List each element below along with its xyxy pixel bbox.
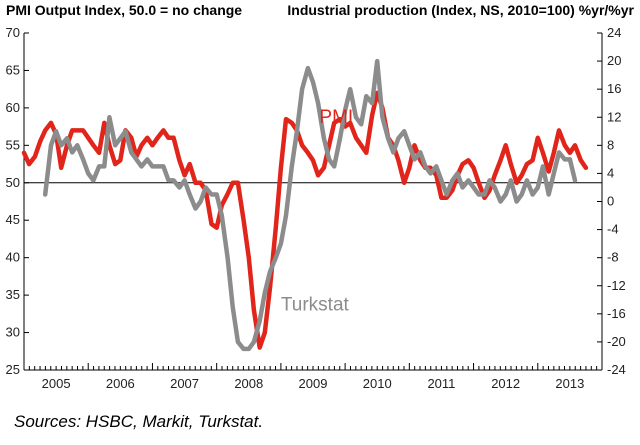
left-tick-label: 45 bbox=[6, 212, 20, 227]
x-tick-label: 2013 bbox=[555, 376, 584, 391]
right-tick-label: -12 bbox=[607, 278, 626, 293]
left-tick-label: 60 bbox=[6, 100, 20, 115]
left-tick-label: 55 bbox=[6, 137, 20, 152]
left-tick-label: 30 bbox=[6, 325, 20, 340]
right-axis-title: Industrial production (Index, NS, 2010=1… bbox=[287, 2, 634, 18]
left-tick-label: 25 bbox=[6, 362, 20, 377]
x-tick-label: 2011 bbox=[427, 376, 455, 391]
right-tick-label: 12 bbox=[607, 109, 621, 124]
right-tick-label: 0 bbox=[607, 194, 614, 209]
right-tick-label: -8 bbox=[607, 250, 619, 265]
right-tick-label: 24 bbox=[607, 25, 621, 40]
series-line-turkstat bbox=[42, 58, 578, 352]
right-tick-label: -24 bbox=[607, 362, 626, 377]
x-tick-label: 2007 bbox=[170, 376, 199, 391]
series-label-pmi: PMI bbox=[319, 107, 353, 128]
right-tick-label: -16 bbox=[607, 306, 626, 321]
right-tick-label: -4 bbox=[607, 222, 619, 237]
x-tick-label: 2008 bbox=[234, 376, 263, 391]
left-tick-label: 40 bbox=[6, 250, 20, 265]
right-tick-label: 16 bbox=[607, 81, 621, 96]
x-tick-label: 2010 bbox=[363, 376, 392, 391]
left-axis-title: PMI Output Index, 50.0 = no change bbox=[6, 2, 243, 18]
left-tick-label: 65 bbox=[6, 62, 20, 77]
left-tick-label: 70 bbox=[6, 25, 20, 40]
right-tick-label: 4 bbox=[607, 165, 614, 180]
left-tick-label: 35 bbox=[6, 287, 20, 302]
series-label-turkstat: Turkstat bbox=[281, 294, 350, 315]
left-tick-label: 50 bbox=[6, 175, 20, 190]
right-tick-label: 20 bbox=[607, 53, 621, 68]
source-note: Sources: HSBC, Markit, Turkstat. bbox=[14, 412, 264, 431]
right-tick-label: -20 bbox=[607, 334, 626, 349]
right-tick-label: 8 bbox=[607, 137, 614, 152]
x-tick-label: 2006 bbox=[106, 376, 135, 391]
x-tick-label: 2009 bbox=[299, 376, 328, 391]
x-tick-label: 2005 bbox=[42, 376, 71, 391]
x-tick-label: 2012 bbox=[491, 376, 520, 391]
